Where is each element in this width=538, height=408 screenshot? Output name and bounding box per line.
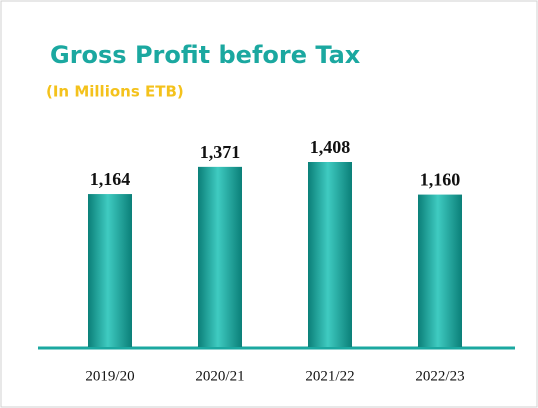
data-label: 1,408 bbox=[310, 137, 351, 157]
x-tick-label: 2021/22 bbox=[305, 368, 354, 384]
bar bbox=[308, 162, 352, 347]
data-label: 1,160 bbox=[420, 170, 461, 190]
data-label: 1,164 bbox=[90, 169, 131, 189]
x-tick-label: 2020/21 bbox=[195, 368, 244, 384]
chart-title: Gross Profit before Tax bbox=[50, 41, 361, 69]
bar bbox=[418, 194, 462, 347]
bar bbox=[88, 194, 132, 347]
data-label: 1,371 bbox=[200, 142, 241, 162]
chart-subtitle: (In Millions ETB) bbox=[46, 83, 184, 101]
x-tick-label: 2019/20 bbox=[85, 368, 134, 384]
x-tick-label: 2022/23 bbox=[415, 368, 464, 384]
bar bbox=[198, 166, 242, 347]
